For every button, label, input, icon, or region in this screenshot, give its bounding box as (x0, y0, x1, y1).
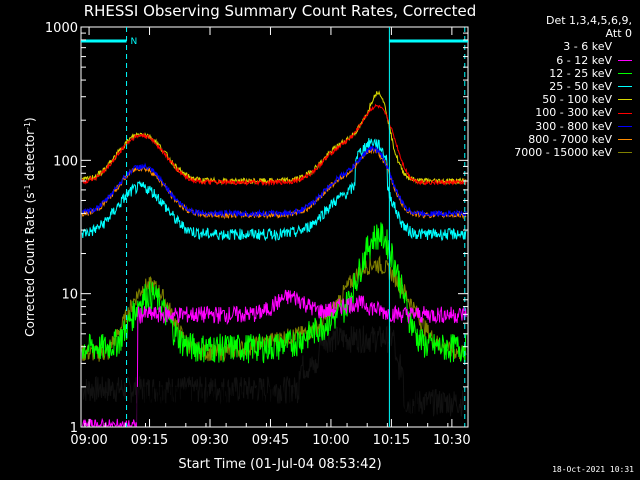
x-tick-label-3: 09:45 (252, 433, 289, 448)
y-tick-label-3: 1000 (45, 21, 78, 36)
legend-label-2: 12 - 25 keV (549, 66, 612, 80)
legend-label-6: 300 - 800 keV (535, 119, 612, 133)
timestamp: 18-Oct-2021 10:31 (552, 465, 634, 474)
low-count-spikes (136, 386, 419, 426)
legend-item-6: 300 - 800 keV (514, 120, 632, 133)
legend-label-1: 6 - 12 keV (556, 53, 612, 67)
x-tick-label-1: 09:15 (131, 433, 168, 448)
legend-label-0: 3 - 6 keV (563, 40, 612, 54)
y-label-mid: detector (23, 130, 37, 185)
chart-legend: Det 1,3,4,5,6,9, Att 0 3 - 6 keV 6 - 12 k… (514, 14, 632, 159)
x-tick-label-5: 10:15 (373, 433, 410, 448)
y-label-main: Corrected Count Rate (s (23, 192, 37, 336)
legend-label-5: 100 - 300 keV (535, 106, 612, 120)
plot-frame (80, 26, 469, 428)
legend-swatch-3 (618, 86, 632, 88)
legend-item-5: 100 - 300 keV (514, 106, 632, 119)
legend-swatch-5 (618, 112, 632, 114)
legend-swatch-0 (618, 46, 632, 48)
legend-item-3: 25 - 50 keV (514, 80, 632, 93)
y-label-sup1: -1 (23, 184, 32, 192)
y-tick-label-2: 100 (53, 154, 78, 169)
y-axis-label: Corrected Count Rate (s-1 detector-1) (23, 117, 38, 336)
y-label-sup2: -1 (23, 122, 32, 130)
legend-label-7: 800 - 7000 keV (528, 132, 612, 146)
x-tick-label-2: 09:30 (191, 433, 228, 448)
y-tick-label-1: 10 (61, 288, 78, 303)
legend-header: Det 1,3,4,5,6,9, (545, 14, 632, 27)
series-line-1 (82, 289, 467, 428)
legend-label-4: 50 - 100 keV (542, 93, 612, 107)
x-tick-label-6: 10:30 (433, 433, 470, 448)
legend-label-3: 25 - 50 keV (549, 80, 612, 94)
series-line-6 (82, 144, 467, 219)
series-line-5 (82, 103, 467, 187)
legend-item-2: 12 - 25 keV (514, 67, 632, 80)
series-line-3 (81, 137, 467, 242)
legend-swatch-2 (618, 72, 632, 74)
x-tick-label-0: 09:00 (70, 433, 107, 448)
legend-item-4: 50 - 100 keV (514, 93, 632, 106)
legend-swatch-6 (618, 125, 632, 127)
x-axis-label: Start Time (01-Jul-04 08:53:42) (178, 457, 381, 472)
night-marker-label: N (131, 37, 138, 47)
legend-label-8: 7000 - 15000 keV (514, 146, 612, 160)
y-label-end: ) (23, 117, 37, 122)
x-tick-label-4: 10:00 (312, 433, 349, 448)
legend-item-0: 3 - 6 keV (514, 40, 632, 53)
legend-item-8: 7000 - 15000 keV (514, 146, 632, 159)
chart-title: RHESSI Observing Summary Count Rates, Co… (84, 2, 477, 20)
legend-subheader: Att 0 (605, 27, 632, 41)
y-tick-label-0: 1 (70, 421, 78, 436)
legend-swatch-7 (618, 138, 632, 140)
series-line-0 (81, 325, 467, 417)
legend-swatch-8 (618, 152, 632, 154)
legend-swatch-4 (618, 99, 632, 101)
legend-item-7: 800 - 7000 keV (514, 133, 632, 146)
legend-item-1: 6 - 12 keV (514, 54, 632, 67)
legend-swatch-1 (618, 59, 632, 61)
